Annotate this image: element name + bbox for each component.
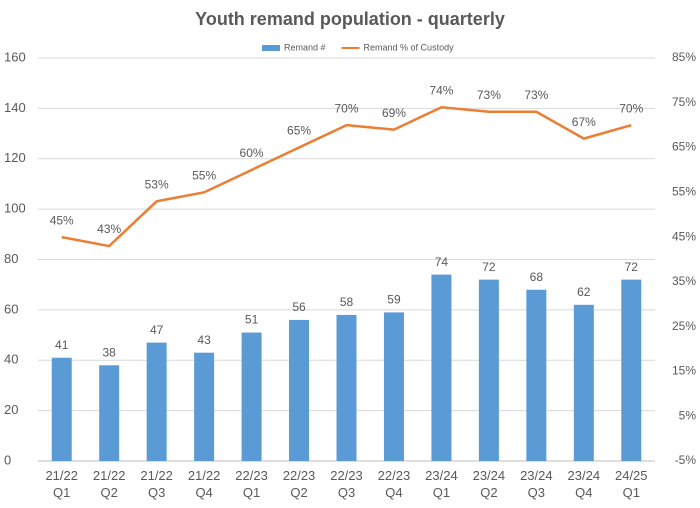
y2-tick-label: 75% <box>672 95 696 109</box>
line <box>61 105 632 248</box>
x-tick-label: 22/23 Q4 <box>377 468 411 500</box>
bar-label: 43 <box>197 333 211 347</box>
legend-swatch <box>262 45 280 51</box>
bar-label: 59 <box>387 293 401 307</box>
bar <box>431 274 452 461</box>
bar-label: 58 <box>340 295 354 309</box>
line-label: 60% <box>240 146 264 160</box>
x-tick-label: 21/22 Q2 <box>92 468 126 500</box>
x-tick-label: 23/24 Q2 <box>472 468 506 500</box>
line-label: 69% <box>382 106 406 120</box>
line-label: 55% <box>192 169 216 183</box>
x-tick-label: 23/24 Q4 <box>567 468 601 500</box>
line-label: 53% <box>145 177 169 191</box>
x-tick-label: 22/23 Q2 <box>282 468 316 500</box>
line-label: 73% <box>524 88 548 102</box>
legend-label: Remand # <box>284 42 326 52</box>
y2-tick-label: 5% <box>679 408 697 422</box>
x-tick-label: 23/24 Q1 <box>425 468 458 500</box>
bar <box>383 312 404 461</box>
line-label: 70% <box>619 101 643 115</box>
bar-label: 47 <box>150 323 164 337</box>
line-label: 70% <box>334 101 358 115</box>
y-tick-label: 140 <box>4 100 26 115</box>
y-tick-label: 0 <box>4 452 11 467</box>
x-tick-label: 22/23 Q1 <box>235 468 268 500</box>
line-label: 67% <box>572 115 596 129</box>
bar <box>51 357 72 461</box>
y-tick-label: 160 <box>4 49 26 64</box>
bar <box>526 289 547 461</box>
bar <box>194 352 215 461</box>
x-tick-label: 21/22 Q1 <box>45 468 78 500</box>
x-tick-label: 23/24 Q3 <box>520 468 553 500</box>
bar-label: 51 <box>245 313 259 327</box>
line-label: 73% <box>477 88 501 102</box>
y2-tick-label: 85% <box>672 50 696 64</box>
bar-label: 41 <box>55 338 69 352</box>
y2-tick-label: 35% <box>672 274 696 288</box>
bar-label: 56 <box>292 300 306 314</box>
bar-label: 72 <box>625 260 639 274</box>
line-label: 74% <box>429 83 453 97</box>
x-tick-label: 22/23 Q3 <box>330 468 363 500</box>
y2-tick-label: -5% <box>675 453 697 467</box>
y2-tick-label: 55% <box>672 185 696 199</box>
y-tick-label: 80 <box>4 251 18 266</box>
bar <box>573 304 594 461</box>
bar <box>336 314 357 461</box>
bar <box>241 332 262 461</box>
y2-tick-label: 25% <box>672 319 696 333</box>
x-tick-label: 24/25 Q1 <box>614 468 648 500</box>
y2-tick-label: 45% <box>672 229 696 243</box>
bar-label: 74 <box>435 255 449 269</box>
y2-tick-label: 65% <box>672 140 696 154</box>
y-tick-label: 40 <box>4 352 18 367</box>
bar <box>289 319 310 461</box>
y-tick-label: 100 <box>4 201 26 216</box>
bar <box>99 365 120 461</box>
line-label: 43% <box>97 222 121 236</box>
bar <box>478 279 499 461</box>
legend-label: Remand % of Custody <box>364 42 455 52</box>
bar-label: 72 <box>482 260 496 274</box>
y2-tick-label: 15% <box>672 364 696 378</box>
line-label: 45% <box>50 213 74 227</box>
bar-label: 62 <box>577 285 591 299</box>
bar-label: 68 <box>530 270 544 284</box>
y-tick-label: 20 <box>4 402 18 417</box>
x-tick-label: 21/22 Q4 <box>187 468 221 500</box>
bar <box>146 342 167 461</box>
y-tick-label: 60 <box>4 301 18 316</box>
x-tick-label: 21/22 Q3 <box>140 468 173 500</box>
y-tick-label: 120 <box>4 150 26 165</box>
bar-label: 38 <box>103 345 117 359</box>
chart-title: Youth remand population - quarterly <box>195 9 505 29</box>
bar <box>621 279 642 461</box>
line-label: 65% <box>287 124 311 138</box>
